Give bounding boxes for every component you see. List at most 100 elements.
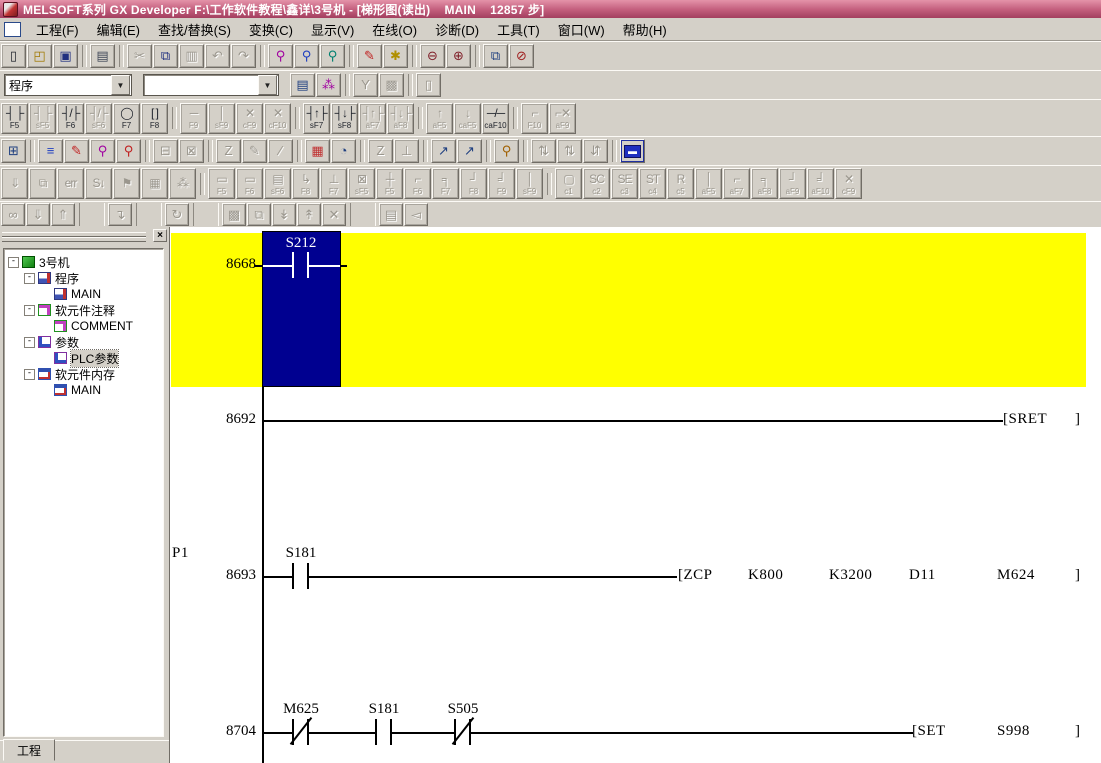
open-window-front-button[interactable]: ↗ xyxy=(457,139,482,163)
skip-run-button[interactable]: ⁂ xyxy=(169,168,196,199)
delete-vertical-line-button[interactable]: ✕ cF10 xyxy=(264,102,291,134)
tree-item-plc-parameter[interactable]: PLC参数 xyxy=(4,348,163,368)
falling-pulse-parallel-button[interactable]: ┤↓├ aF8 xyxy=(387,102,414,134)
redo-button[interactable]: ↷ xyxy=(231,44,256,68)
tree-expander-icon[interactable]: - xyxy=(24,336,35,348)
pulse-down-button[interactable]: ↓ caF5 xyxy=(454,102,481,134)
menu-window[interactable]: 窗口(W) xyxy=(557,22,605,38)
cut-button[interactable]: ✂ xyxy=(127,44,152,68)
copy-button[interactable]: ⧉ xyxy=(153,44,178,68)
find-contact-button[interactable]: ⚲ xyxy=(90,139,115,163)
open-contact-parallel-button[interactable]: ┤ ├ sF5 xyxy=(29,102,56,134)
closed-contact-symbol[interactable] xyxy=(454,719,471,745)
find-device-button[interactable]: ⚲ xyxy=(268,44,293,68)
device-batch-monitor-button[interactable]: ▦ xyxy=(305,139,330,163)
closed-contact-symbol[interactable] xyxy=(292,719,309,745)
z-register-button[interactable]: Z xyxy=(368,139,393,163)
rising-pulse-parallel-button[interactable]: ┤↑├ aF7 xyxy=(359,102,386,134)
statement-edit-button[interactable]: ✎ xyxy=(64,139,89,163)
sfc-line-af7-button[interactable]: ⌐ aF7 xyxy=(723,168,750,199)
print-area-button[interactable]: ▤ xyxy=(379,203,403,226)
device-test-button[interactable]: ⊟ xyxy=(153,139,178,163)
print-button[interactable]: ▤ xyxy=(90,44,115,68)
sort-descending-button[interactable]: ⇅ xyxy=(557,139,582,163)
sfc-selection-convergence-button[interactable]: ┘ F8 xyxy=(460,168,487,199)
horizontal-line-button[interactable]: ─ F9 xyxy=(180,102,207,134)
replace-instruction-button[interactable]: ✱ xyxy=(383,44,408,68)
menu-help[interactable]: 帮助(H) xyxy=(622,22,667,38)
network-parameter-button[interactable]: ⁂ xyxy=(316,73,341,97)
menu-convert[interactable]: 变换(C) xyxy=(248,22,293,38)
chevron-down-icon[interactable]: ▼ xyxy=(258,75,277,95)
tree-expander-icon[interactable]: - xyxy=(24,368,35,380)
monitor-find-button[interactable]: ⚲ xyxy=(494,139,519,163)
menu-diagnostics[interactable]: 诊断(D) xyxy=(435,22,480,38)
insert-row-above-button[interactable]: ↟ xyxy=(297,203,321,226)
layered-windows-button[interactable]: ⧉ xyxy=(247,203,271,226)
new-window-button[interactable]: ⧉ xyxy=(483,44,508,68)
falling-pulse-button[interactable]: ┤↓├ sF8 xyxy=(331,102,358,134)
tree-item-program[interactable]: - 程序 xyxy=(4,270,163,286)
open-project-button[interactable]: ◰ xyxy=(27,44,52,68)
chevron-down-icon[interactable]: ▼ xyxy=(111,75,130,95)
sfc-delete-line-button[interactable]: ✕ cF9 xyxy=(835,168,862,199)
application-instruction-button[interactable]: [ ] F8 xyxy=(141,102,168,134)
find-instruction-button[interactable]: ⚲ xyxy=(294,44,319,68)
sfc-line-af9-button[interactable]: ┘ aF9 xyxy=(779,168,806,199)
line-input-button[interactable]: ⌐ F10 xyxy=(521,102,548,134)
sfc-selection-divergence-button[interactable]: ⌐ F6 xyxy=(404,168,431,199)
menu-edit[interactable]: 编辑(E) xyxy=(96,22,140,38)
program-check-button[interactable]: ⊘ xyxy=(509,44,534,68)
closed-contact-parallel-button[interactable]: ┤/├ sF6 xyxy=(85,102,112,134)
operand[interactable]: K3200 xyxy=(829,567,873,583)
open-contact-symbol[interactable] xyxy=(292,252,309,278)
operand[interactable]: M624 xyxy=(997,567,1035,583)
sfc-rule-c1-button[interactable]: ▢ c1 xyxy=(555,168,582,199)
sfc-end-step-button[interactable]: ⊥ F7 xyxy=(320,168,347,199)
sfc-simultaneous-divergence-button[interactable]: ╕ F7 xyxy=(432,168,459,199)
tree-item-project-root[interactable]: - 3号机 xyxy=(4,254,163,270)
error-jump-button[interactable]: err xyxy=(57,168,84,199)
open-contact-symbol[interactable] xyxy=(292,563,309,589)
menu-tools[interactable]: 工具(T) xyxy=(497,22,540,38)
sfc-step-button[interactable]: ▭ F6 xyxy=(236,168,263,199)
delete-horizontal-line-button[interactable]: ✕ cF9 xyxy=(236,102,263,134)
sfc-jump-button[interactable]: ↳ F8 xyxy=(292,168,319,199)
ladder-edit-button[interactable]: ⚲ xyxy=(116,139,141,163)
block-flag-button[interactable]: ⚑ xyxy=(113,168,140,199)
menu-online[interactable]: 在线(O) xyxy=(372,22,418,38)
pattern-button[interactable]: ▩ xyxy=(222,203,246,226)
tree-item-device-memory[interactable]: - 软元件内存 xyxy=(4,366,163,382)
sfc-transition-button[interactable]: ┼ F5 xyxy=(376,168,403,199)
tree-item-memory-main[interactable]: MAIN xyxy=(4,382,163,398)
coil-button[interactable]: ◯ F7 xyxy=(113,102,140,134)
macro-button[interactable]: ▩ xyxy=(379,73,404,97)
find-next-up-button[interactable]: ⇑ xyxy=(51,203,75,226)
find-next-down-button[interactable]: ⇓ xyxy=(26,203,50,226)
save-project-button[interactable]: ▣ xyxy=(53,44,78,68)
mdi-child-icon[interactable] xyxy=(4,21,21,37)
error-windows-button[interactable]: ⧉ xyxy=(29,168,56,199)
paste-button[interactable]: ▥ xyxy=(179,44,204,68)
cross-reference-button[interactable]: ↻ xyxy=(165,203,189,226)
sfc-block-button[interactable]: ▭ F5 xyxy=(208,168,235,199)
t-monitor-button[interactable]: ⊥ xyxy=(394,139,419,163)
sfc-line-af8-button[interactable]: ╕ aF8 xyxy=(751,168,778,199)
open-window-button[interactable]: ↗ xyxy=(431,139,456,163)
menu-project[interactable]: 工程(F) xyxy=(36,22,79,38)
tree-expander-icon[interactable]: - xyxy=(8,256,19,268)
transfer-setup-button[interactable]: ⇓ xyxy=(1,168,28,199)
instruction-zcp[interactable]: [ZCP xyxy=(678,567,713,583)
insert-row-below-button[interactable]: ↡ xyxy=(272,203,296,226)
data-combo[interactable]: ▼ xyxy=(143,74,279,96)
sfc-block-comment-button[interactable]: ▤ sF6 xyxy=(264,168,291,199)
find-binoculars-button[interactable]: ∞ xyxy=(1,203,25,226)
closed-contact-button[interactable]: ┤/├ F6 xyxy=(57,102,84,134)
ladder-monitor-button[interactable]: ▤ xyxy=(290,73,315,97)
jump-button[interactable]: ↴ xyxy=(108,203,132,226)
invert-operation-button[interactable]: ─/─ caF10 xyxy=(482,102,509,134)
label-program-button[interactable]: Y xyxy=(353,73,378,97)
new-project-button[interactable]: ▯ xyxy=(1,44,26,68)
pulse-up-button[interactable]: ↑ aF5 xyxy=(426,102,453,134)
find-string-button[interactable]: ⚲ xyxy=(320,44,345,68)
